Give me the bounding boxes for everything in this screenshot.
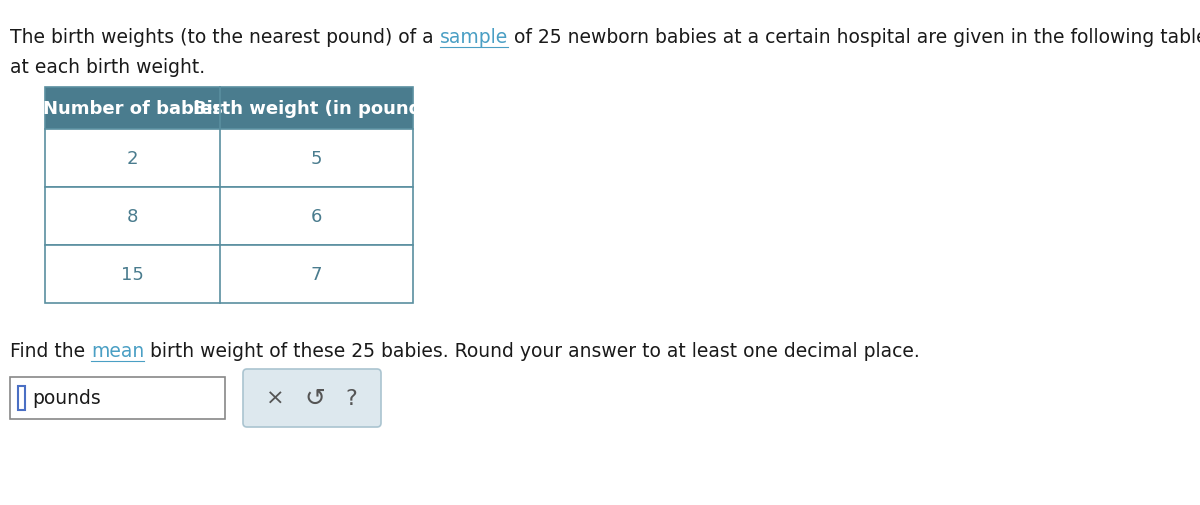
Text: 6: 6 bbox=[311, 208, 322, 226]
Text: at each birth weight.: at each birth weight. bbox=[10, 58, 205, 77]
Bar bbox=[46, 188, 413, 245]
Text: ↺: ↺ bbox=[304, 386, 325, 410]
Text: mean: mean bbox=[91, 341, 144, 360]
FancyBboxPatch shape bbox=[242, 369, 382, 427]
Text: Find the: Find the bbox=[10, 341, 91, 360]
Text: ?: ? bbox=[346, 388, 356, 408]
Bar bbox=[46, 130, 413, 188]
Text: pounds: pounds bbox=[32, 389, 101, 408]
Bar bbox=[46, 245, 413, 304]
Text: of 25 newborn babies at a certain hospital are given in the following table, alo: of 25 newborn babies at a certain hospit… bbox=[508, 28, 1200, 47]
Text: 5: 5 bbox=[311, 149, 323, 168]
Text: The birth weights (to the nearest pound) of a: The birth weights (to the nearest pound)… bbox=[10, 28, 439, 47]
FancyBboxPatch shape bbox=[10, 377, 226, 419]
Text: 2: 2 bbox=[127, 149, 138, 168]
Bar bbox=[18, 386, 25, 410]
Bar bbox=[46, 88, 413, 130]
Text: Birth weight (in pounds): Birth weight (in pounds) bbox=[193, 100, 440, 118]
Text: sample: sample bbox=[439, 28, 508, 47]
Text: birth weight of these 25 babies. Round your answer to at least one decimal place: birth weight of these 25 babies. Round y… bbox=[144, 341, 920, 360]
Text: ×: × bbox=[266, 388, 284, 408]
Text: Number of babies: Number of babies bbox=[42, 100, 222, 118]
Text: 8: 8 bbox=[127, 208, 138, 226]
Text: 7: 7 bbox=[311, 266, 323, 283]
Text: 15: 15 bbox=[121, 266, 144, 283]
